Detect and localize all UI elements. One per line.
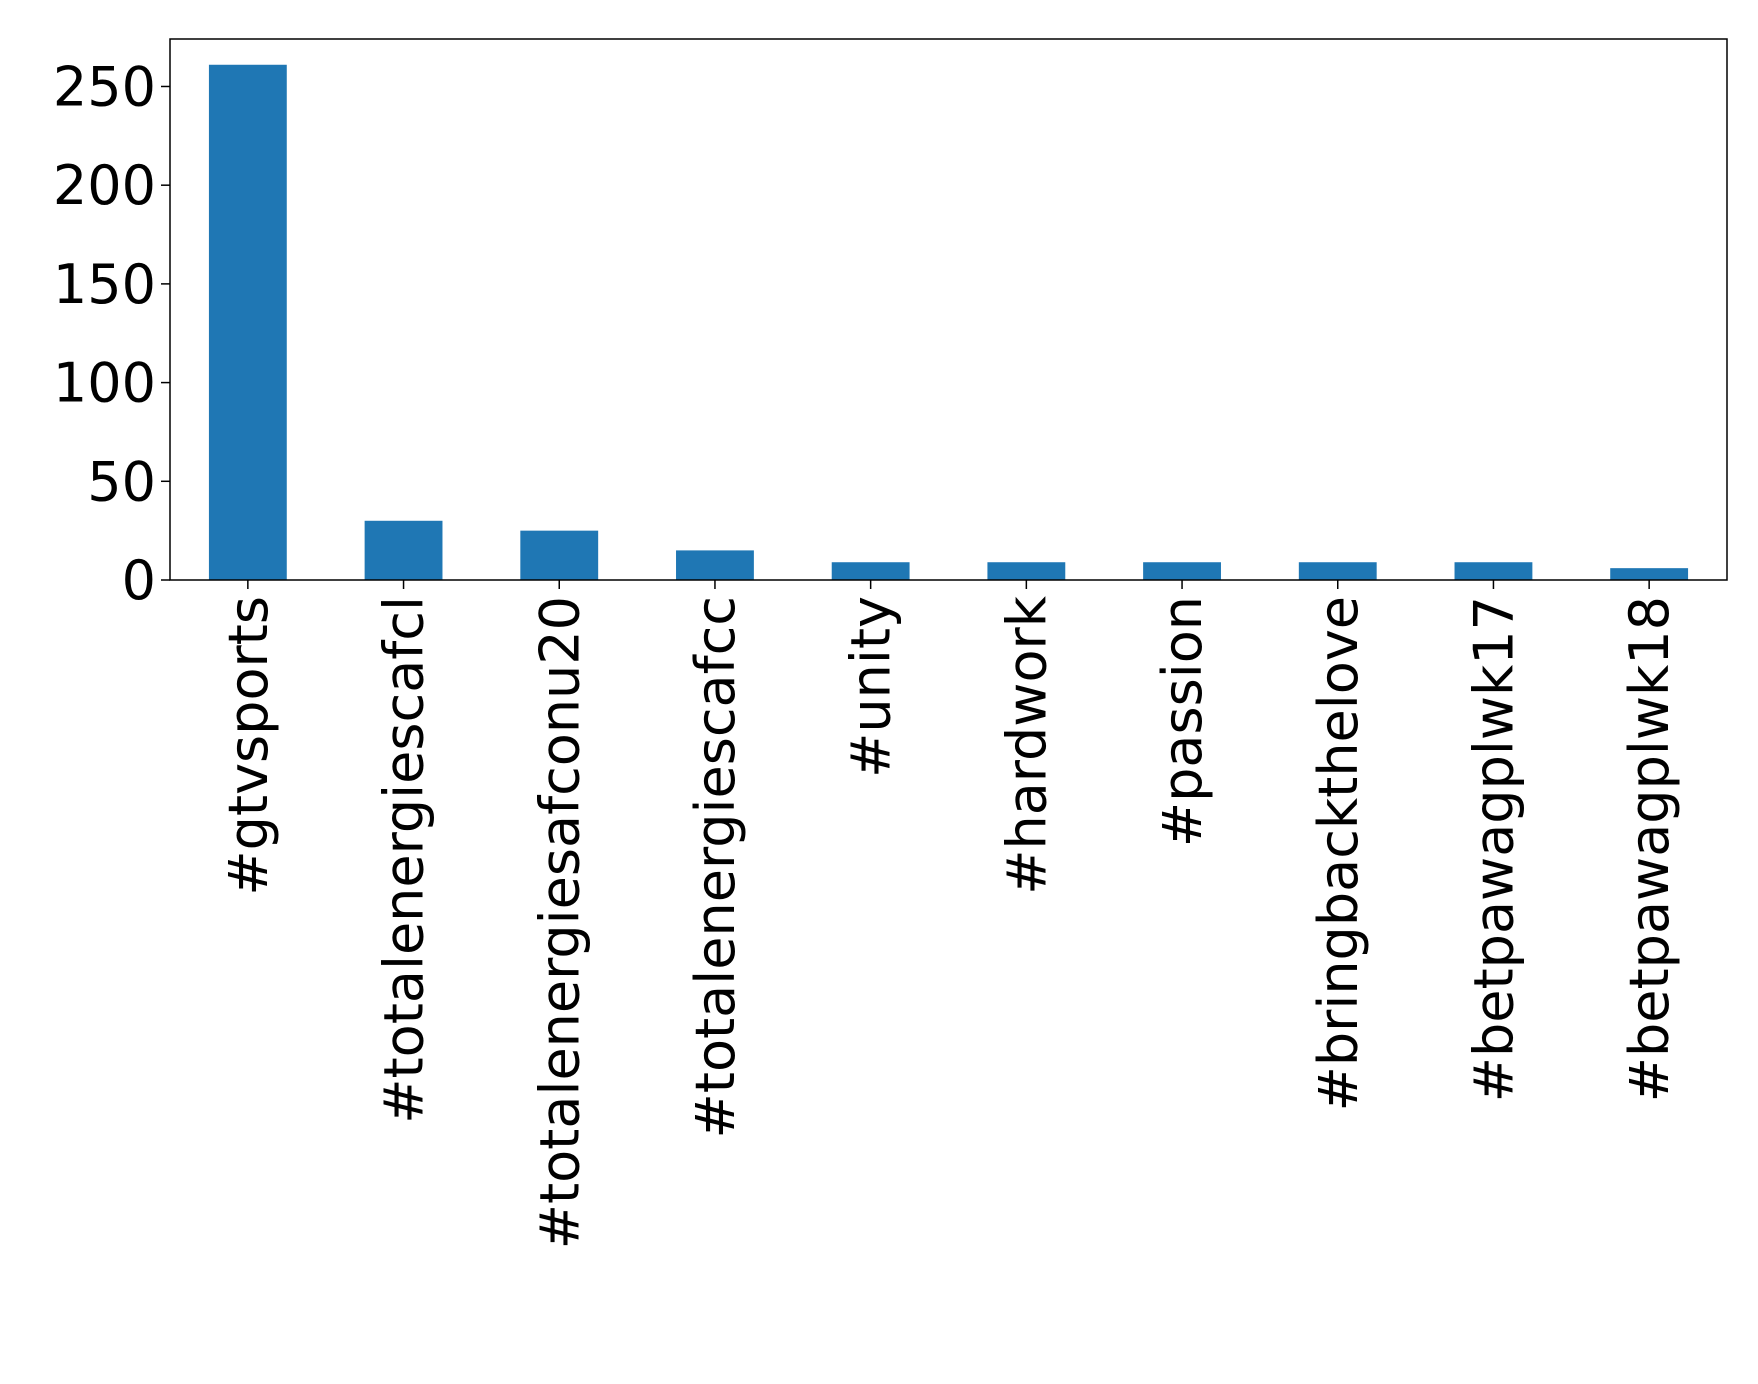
x-tick-label: #totalenergiesafconu20 <box>528 596 591 1249</box>
y-tick-label: 200 <box>53 154 156 217</box>
plot-frame <box>169 38 1728 581</box>
x-tick-label: #gtvsports <box>217 596 280 896</box>
x-tick-label: #bringbackthelove <box>1307 596 1370 1111</box>
bar <box>831 562 910 580</box>
x-tick-label: #totalenergiescafcl <box>373 596 436 1124</box>
bar <box>987 562 1066 580</box>
x-tick-label: #betpawagplwk17 <box>1462 596 1525 1102</box>
y-tick-label: 50 <box>87 450 156 513</box>
bar <box>520 530 599 580</box>
bar <box>208 64 287 580</box>
bar <box>364 520 443 580</box>
y-tick-label: 0 <box>122 549 156 612</box>
x-tick-label: #passion <box>1151 596 1214 847</box>
y-tick-label: 250 <box>53 55 156 118</box>
y-tick-label: 100 <box>53 352 156 415</box>
x-tick-label: #hardwork <box>995 595 1058 894</box>
y-tick-label: 150 <box>53 253 156 316</box>
bar <box>1143 562 1221 580</box>
x-tick-label: #unity <box>840 596 903 778</box>
x-tick-label: #betpawagplwk18 <box>1618 596 1681 1102</box>
bar <box>1610 568 1689 580</box>
bar <box>1454 562 1533 580</box>
x-tick-label: #totalenergiescafcc <box>684 596 747 1138</box>
bar <box>676 550 754 580</box>
bar <box>1298 562 1377 580</box>
